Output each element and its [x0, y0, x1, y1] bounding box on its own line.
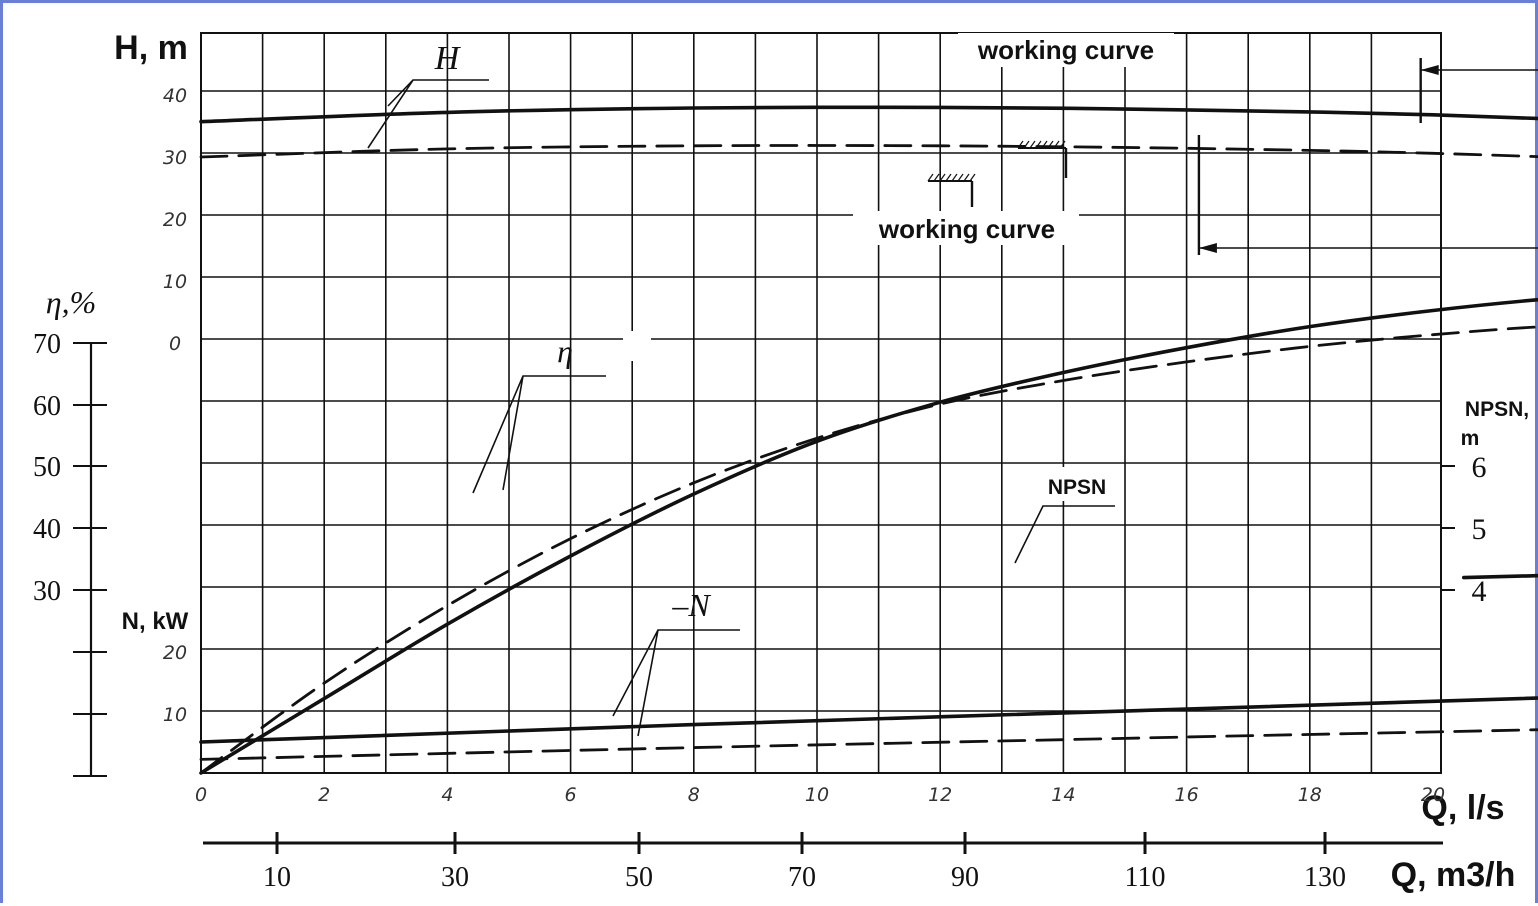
flow-m3h-tick-label: 90 [951, 862, 979, 893]
working-range-bottom-arrow-left [1198, 243, 1217, 253]
working-curve-label-bottom: working curve [878, 214, 1055, 244]
curve-h-solid [199, 105, 1538, 124]
curve-h-dashed [199, 144, 1538, 159]
flow-m3h-axis-label: Q, m3/h [1391, 856, 1516, 894]
npsh-axis-label-line2: m [1461, 427, 1480, 450]
curve-n-dashed [199, 728, 1538, 761]
efficiency-tick-label: 70 [33, 329, 61, 360]
eta-label-bg [623, 331, 651, 361]
flow-ls-tick-label: 12 [928, 784, 952, 806]
hatch-head-solid-stroke [1053, 140, 1060, 149]
hatch-head-dashed-stroke [963, 173, 970, 182]
npsh-label-bg [1033, 467, 1117, 501]
flow-ls-tick-label: 18 [1298, 784, 1322, 806]
npsh-tick-label: 6 [1472, 451, 1487, 484]
head-tick-label: 10 [163, 271, 187, 293]
hatch-head-dashed-stroke [939, 173, 946, 182]
npsh-tick-label: 5 [1472, 513, 1487, 546]
hatch-head-solid-stroke [1017, 140, 1024, 149]
power-tick-label: 20 [163, 642, 187, 664]
hatch-head-dashed-stroke [957, 173, 964, 182]
flow-m3h-tick-label: 10 [263, 862, 291, 893]
leader-h [367, 79, 489, 149]
npsh-axis-label-line1: NPSN, [1465, 398, 1529, 421]
hatch-head-solid-stroke [1047, 140, 1054, 149]
hatch-head-dashed-stroke [945, 173, 952, 182]
annotations [367, 33, 1538, 737]
head-curve-label: H [434, 40, 462, 77]
head-tick-label: 0 [169, 333, 181, 355]
npsh-curve-label: NPSN [1048, 476, 1106, 499]
working-curve-label-top: working curve [977, 35, 1154, 65]
working-label-bottom-bg [853, 211, 1079, 245]
plot-frame [200, 32, 1442, 774]
efficiency-tick-label: 60 [33, 391, 61, 422]
axes [73, 342, 1455, 854]
flow-ls-tick-label: 4 [441, 784, 453, 806]
hatch-head-dashed-stroke [951, 173, 958, 182]
leader-npsh [1014, 505, 1115, 564]
curve-n-solid [199, 696, 1538, 744]
power-curve-label: –N [671, 587, 711, 623]
working-label-top-bg [958, 33, 1174, 67]
grid [200, 32, 1442, 774]
flow-m3h-tick-label: 50 [625, 862, 653, 893]
flow-ls-axis-label: Q, l/s [1421, 789, 1504, 827]
efficiency-tick-label: 30 [33, 576, 61, 607]
flow-ls-tick-label: 16 [1175, 784, 1199, 806]
flow-ls-tick-label: 2 [318, 784, 330, 806]
working-range-top-arrow-left [1420, 65, 1439, 75]
flow-ls-tick-label: 0 [195, 784, 207, 806]
flow-m3h-tick-label: 110 [1125, 862, 1166, 893]
hatch-head-solid-stroke [1029, 140, 1036, 149]
hatch-head-solid-stroke [1041, 140, 1048, 149]
flow-m3h-tick-label: 30 [441, 862, 469, 893]
head-tick-label: 30 [163, 147, 187, 169]
leader-eta [472, 375, 606, 494]
curve-eta-solid [199, 297, 1538, 775]
head-tick-label: 20 [163, 209, 187, 231]
efficiency-axis-label: η,% [46, 284, 97, 320]
efficiency-tick-label: 40 [33, 514, 61, 545]
flow-ls-tick-label: 14 [1051, 784, 1075, 806]
flow-ls-tick-label: 6 [565, 784, 577, 806]
flow-m3h-tick-label: 130 [1304, 862, 1346, 893]
hatch-head-dashed-stroke [969, 173, 976, 182]
hatch-head-solid-stroke [1059, 140, 1066, 149]
curves [199, 105, 1538, 775]
npsh-tick-label: 4 [1472, 575, 1487, 608]
power-axis-label: N, kW [122, 608, 189, 635]
hatch-head-solid-stroke [1023, 140, 1030, 149]
hatch-head-dashed-stroke [927, 173, 934, 182]
flow-ls-tick-label: 10 [805, 784, 829, 806]
leader-n [612, 629, 740, 737]
efficiency-curve-label: η [557, 333, 573, 369]
hatch-head-dashed-stroke [933, 173, 940, 182]
efficiency-tick-label: 50 [33, 452, 61, 483]
curve-eta-dashed [199, 325, 1538, 775]
power-tick-label: 10 [163, 704, 187, 726]
flow-ls-tick-label: 20 [1421, 784, 1445, 806]
head-axis-label: H, m [114, 29, 188, 67]
hatch-head-solid-stroke [1035, 140, 1042, 149]
head-tick-label: 40 [163, 85, 187, 107]
flow-m3h-tick-label: 70 [788, 862, 816, 893]
flow-ls-tick-label: 8 [688, 784, 700, 806]
